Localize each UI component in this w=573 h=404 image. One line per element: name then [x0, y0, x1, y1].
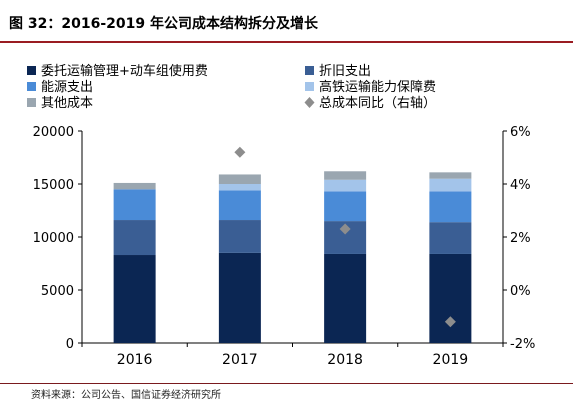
legend-swatch	[27, 82, 36, 91]
bar-segment	[113, 255, 156, 343]
legend-swatch	[305, 82, 314, 91]
legend-label: 高铁运输能力保障费	[319, 79, 436, 95]
legend-label: 能源支出	[41, 80, 93, 95]
title-bar: 图 32：2016-2019 年公司成本结构拆分及增长	[0, 0, 573, 40]
bar-segment	[324, 191, 367, 222]
bar-segment	[429, 222, 472, 254]
bar-segment	[324, 179, 367, 192]
axes: 0 5000 10000 15000 20000 -2% 0% 2% 4% 6% 2016 2017 2…	[33, 125, 536, 368]
right-tick-label: 4%	[510, 178, 531, 193]
title-rule	[0, 41, 573, 43]
legend-swatch	[27, 98, 36, 107]
chart-title: 图 32：2016-2019 年公司成本结构拆分及增长	[9, 16, 318, 32]
legend-label: 委托运输管理+动车组使用费	[41, 63, 208, 79]
bar-segment	[429, 253, 472, 343]
source-rule	[0, 383, 573, 384]
bar-segment	[218, 184, 261, 191]
right-tick-label: 6%	[510, 125, 531, 140]
legend-label: 其他成本	[41, 96, 93, 111]
left-tick-label: 20000	[33, 125, 74, 140]
legend-label: 折旧支出	[319, 64, 371, 79]
bar-segment	[218, 220, 261, 253]
bar-segment	[113, 220, 156, 256]
right-tick-label: -2%	[510, 337, 535, 352]
bar-segment	[218, 174, 261, 184]
bar-segment	[429, 178, 472, 192]
bar-segment	[429, 191, 472, 223]
bar-segment	[429, 172, 472, 179]
left-tick-label: 15000	[33, 178, 74, 193]
bar-segment	[218, 190, 261, 221]
source-note: 资料来源：公司公告、国信证券经济研究所	[31, 390, 221, 401]
legend-label: 总成本同比（右轴）	[319, 96, 436, 111]
x-tick-label: 2016	[117, 352, 153, 368]
left-tick-label: 10000	[33, 231, 74, 246]
bar-segment	[218, 252, 261, 343]
bar-segment	[113, 189, 156, 221]
yoy-marker	[444, 316, 456, 328]
left-tick-label: 0	[66, 337, 74, 352]
yoy-marker	[234, 146, 246, 158]
x-tick-label: 2018	[327, 352, 363, 368]
x-tick-label: 2017	[222, 352, 258, 368]
bar-segment	[324, 171, 367, 180]
right-tick-label: 2%	[510, 231, 531, 246]
x-tick-label: 2019	[433, 352, 469, 368]
bar-segment	[324, 253, 367, 343]
bars	[113, 171, 472, 343]
yoy-marker	[339, 223, 351, 235]
legend-swatch	[305, 66, 314, 75]
legend-swatch-diamond	[304, 97, 315, 108]
right-tick-label: 0%	[510, 284, 531, 299]
bar-segment	[113, 182, 156, 190]
legend-swatch	[27, 66, 36, 75]
yoy-markers	[234, 146, 456, 328]
left-tick-label: 5000	[41, 284, 74, 299]
